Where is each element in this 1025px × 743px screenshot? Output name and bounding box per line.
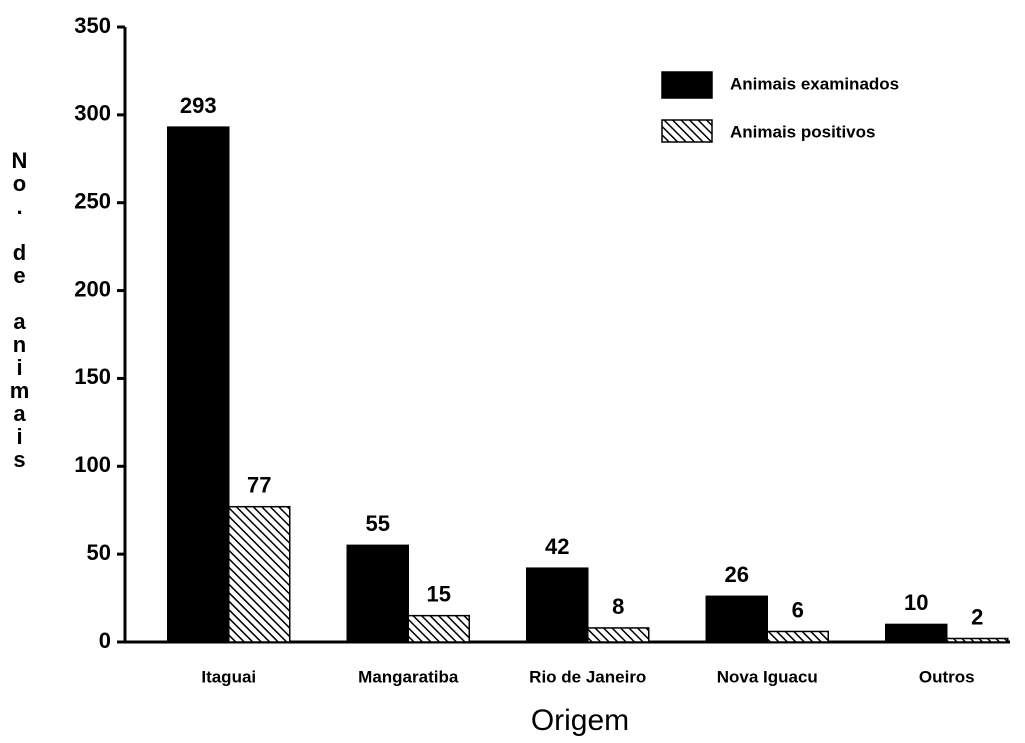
legend-swatch	[661, 71, 713, 99]
y-tick-label: 50	[87, 540, 111, 565]
bar	[946, 637, 1009, 643]
bar	[766, 630, 829, 643]
y-tick-label: 300	[74, 101, 111, 126]
value-label: 6	[792, 597, 804, 622]
bar	[705, 595, 768, 643]
value-label: 15	[427, 581, 451, 606]
y-tick-label: 0	[99, 628, 111, 653]
value-label: 42	[545, 534, 569, 559]
legend-swatch	[661, 119, 713, 143]
bar	[526, 567, 589, 643]
value-label: 2	[971, 604, 983, 629]
value-label: 10	[904, 590, 928, 615]
x-tick-label: Itaguai	[201, 667, 256, 686]
y-tick-label: 350	[74, 13, 111, 38]
value-label: 26	[725, 562, 749, 587]
value-label: 55	[366, 511, 390, 536]
x-axis-label: Origem	[531, 704, 629, 737]
x-tick-label: Mangaratiba	[358, 667, 459, 686]
bar	[407, 614, 470, 643]
y-tick-label: 150	[74, 364, 111, 389]
legend-label: Animais examinados	[730, 74, 899, 93]
bar	[167, 126, 230, 643]
x-tick-label: Nova Iguacu	[717, 667, 818, 686]
value-label: 293	[180, 93, 217, 118]
y-tick-label: 100	[74, 452, 111, 477]
y-tick-label: 250	[74, 189, 111, 214]
legend-label: Animais positivos	[730, 122, 875, 141]
y-tick-label: 200	[74, 276, 111, 301]
bar	[587, 627, 650, 643]
bar	[885, 623, 948, 643]
value-label: 8	[612, 594, 624, 619]
bar	[346, 544, 409, 643]
value-label: 77	[247, 473, 271, 498]
x-tick-label: Rio de Janeiro	[529, 667, 646, 686]
x-tick-label: Outros	[919, 667, 975, 686]
bar	[228, 505, 291, 643]
y-axis-label: No. de animais	[7, 148, 32, 470]
